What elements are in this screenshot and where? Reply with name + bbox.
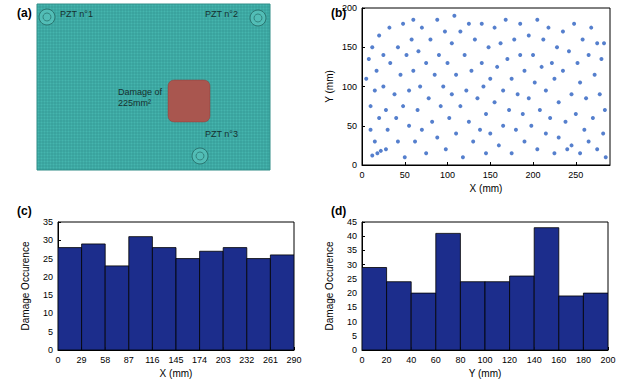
svg-text:58: 58 [100, 355, 110, 365]
svg-text:50: 50 [400, 170, 410, 180]
svg-text:203: 203 [216, 355, 231, 365]
svg-text:145: 145 [168, 355, 183, 365]
svg-text:150: 150 [342, 42, 357, 52]
svg-text:200: 200 [600, 355, 615, 365]
svg-text:150: 150 [483, 170, 498, 180]
svg-text:250: 250 [568, 170, 583, 180]
svg-text:35: 35 [43, 217, 53, 227]
svg-text:30: 30 [43, 235, 53, 245]
svg-text:Damage of: Damage of [118, 87, 163, 97]
svg-text:225mm²: 225mm² [118, 98, 151, 108]
svg-text:29: 29 [77, 355, 87, 365]
svg-text:30: 30 [347, 260, 357, 270]
svg-text:Y (mm): Y (mm) [324, 70, 335, 103]
svg-text:0: 0 [48, 345, 53, 355]
svg-text:0: 0 [352, 345, 357, 355]
svg-text:100: 100 [342, 82, 357, 92]
svg-text:0: 0 [352, 160, 357, 170]
svg-text:40: 40 [406, 355, 416, 365]
svg-text:Y (mm): Y (mm) [469, 368, 502, 379]
svg-text:PZT n°3: PZT n°3 [205, 129, 238, 139]
svg-text:15: 15 [347, 302, 357, 312]
svg-text:160: 160 [551, 355, 566, 365]
svg-text:0: 0 [359, 170, 364, 180]
svg-text:(d): (d) [331, 204, 346, 218]
svg-text:87: 87 [124, 355, 134, 365]
svg-text:20: 20 [43, 272, 53, 282]
svg-text:60: 60 [431, 355, 441, 365]
svg-text:290: 290 [286, 355, 301, 365]
svg-text:116: 116 [145, 355, 159, 365]
svg-text:10: 10 [43, 308, 53, 318]
svg-text:261: 261 [263, 355, 278, 365]
svg-text:15: 15 [43, 290, 53, 300]
svg-text:232: 232 [239, 355, 254, 365]
svg-text:180: 180 [576, 355, 591, 365]
svg-text:200: 200 [342, 3, 357, 13]
svg-text:(c): (c) [17, 204, 32, 218]
svg-text:Damage Occurence: Damage Occurence [20, 241, 31, 330]
svg-text:5: 5 [352, 331, 357, 341]
svg-text:25: 25 [43, 254, 53, 264]
svg-text:100: 100 [440, 170, 455, 180]
svg-text:X (mm): X (mm) [160, 368, 193, 379]
svg-text:35: 35 [347, 245, 357, 255]
svg-text:100: 100 [477, 355, 492, 365]
svg-text:5: 5 [48, 327, 53, 337]
svg-text:200: 200 [526, 170, 541, 180]
svg-text:0: 0 [359, 355, 364, 365]
svg-text:(a): (a) [17, 6, 32, 20]
svg-text:10: 10 [347, 317, 357, 327]
svg-text:PZT n°2: PZT n°2 [205, 9, 238, 19]
svg-text:Damage Occurence: Damage Occurence [324, 241, 335, 330]
svg-text:80: 80 [455, 355, 465, 365]
svg-text:X (mm): X (mm) [470, 183, 503, 194]
svg-text:25: 25 [347, 274, 357, 284]
svg-text:140: 140 [527, 355, 542, 365]
svg-text:20: 20 [382, 355, 392, 365]
svg-text:45: 45 [347, 217, 357, 227]
svg-text:(b): (b) [331, 6, 346, 20]
svg-text:0: 0 [55, 355, 60, 365]
svg-text:20: 20 [347, 288, 357, 298]
svg-text:174: 174 [192, 355, 207, 365]
svg-text:50: 50 [347, 121, 357, 131]
svg-text:PZT n°1: PZT n°1 [60, 9, 93, 19]
svg-text:120: 120 [502, 355, 517, 365]
svg-text:40: 40 [347, 231, 357, 241]
